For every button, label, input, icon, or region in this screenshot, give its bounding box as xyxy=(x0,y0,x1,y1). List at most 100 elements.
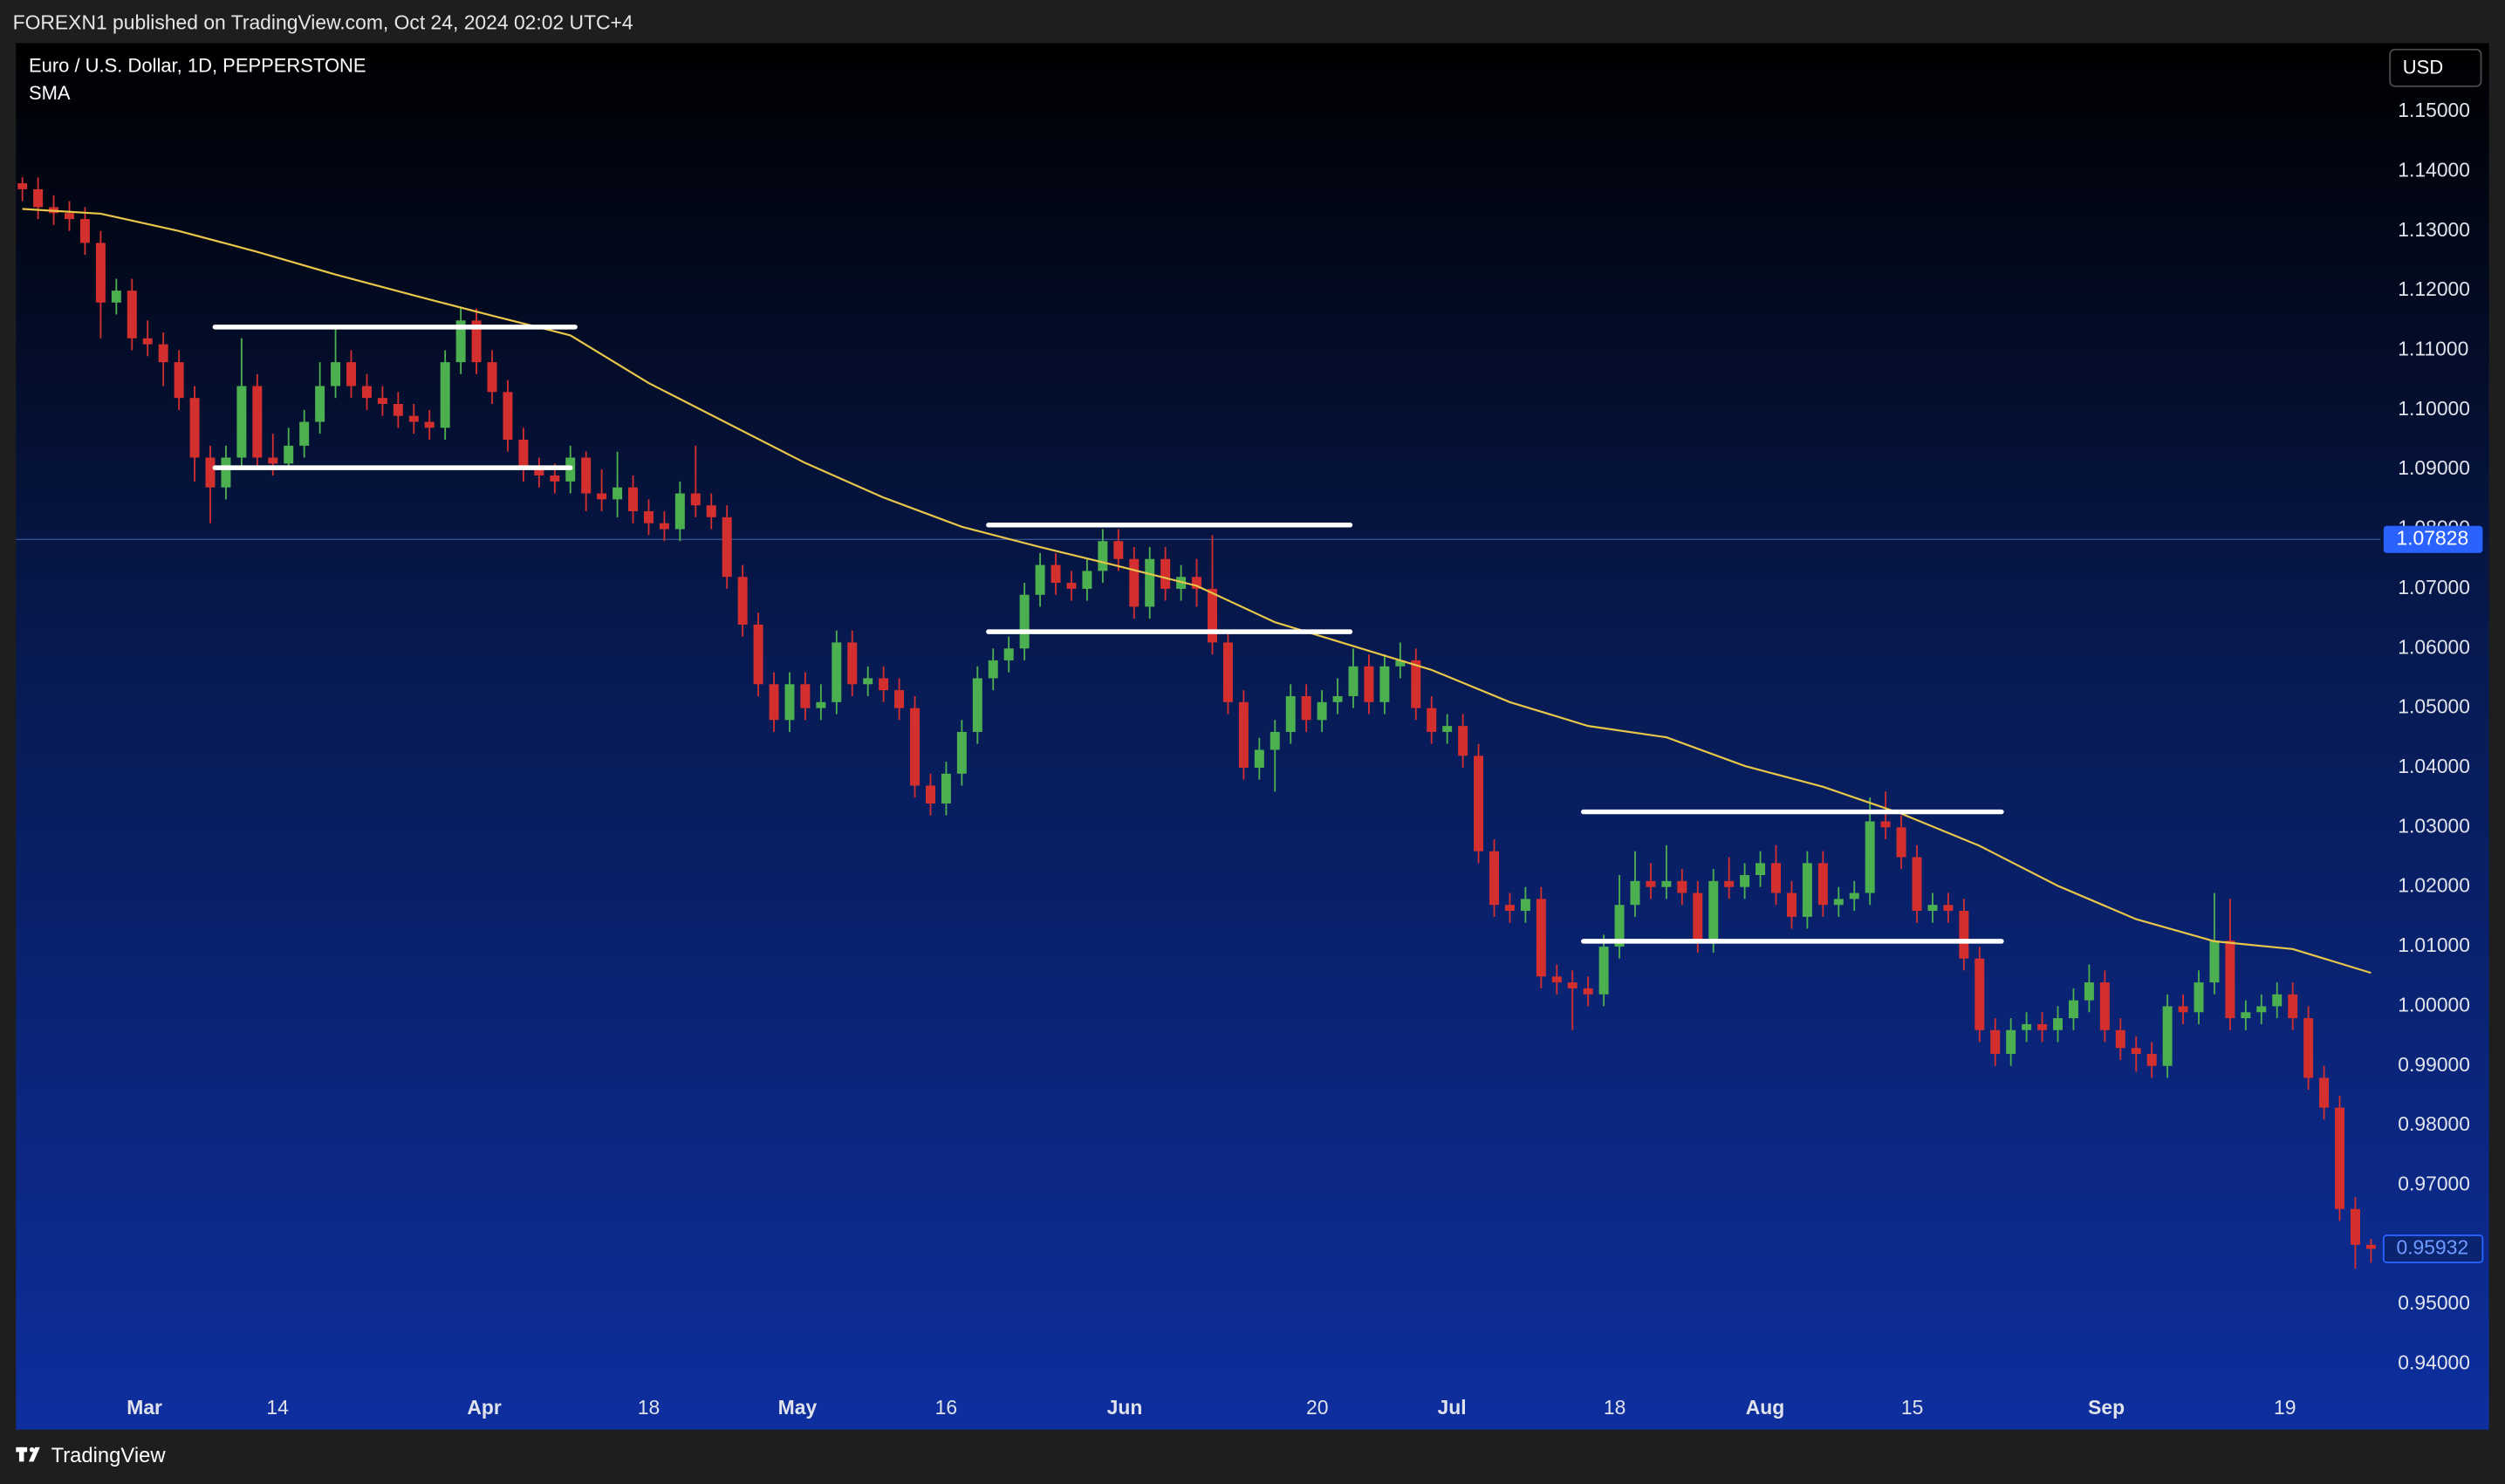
candle-body xyxy=(643,511,654,523)
candle-body xyxy=(1677,880,1687,893)
candle-body xyxy=(2303,1018,2314,1078)
candle-body xyxy=(1771,863,1781,893)
candle-body xyxy=(894,690,905,708)
candle-body xyxy=(299,421,310,446)
candle-body xyxy=(1849,892,1859,899)
y-tick-label: 1.01000 xyxy=(2398,933,2470,956)
candle-body xyxy=(1160,558,1171,589)
candle-body xyxy=(503,392,513,441)
plot-background xyxy=(16,43,2489,1430)
candle-body xyxy=(2146,1054,2157,1066)
candle-body xyxy=(1019,594,1030,649)
candle-body xyxy=(1458,726,1468,756)
candle-body xyxy=(659,523,669,530)
y-tick-label: 1.14000 xyxy=(2398,158,2470,181)
candle-body xyxy=(2068,1000,2078,1019)
candle-body xyxy=(1285,695,1296,732)
candle-body xyxy=(1817,863,1828,906)
sma-line xyxy=(22,208,2372,975)
candle-body xyxy=(1724,880,1735,887)
y-tick-label: 1.07000 xyxy=(2398,576,2470,598)
candle-body xyxy=(1880,821,1891,828)
currency-button[interactable] xyxy=(2389,48,2482,87)
x-tick-label: 14 xyxy=(266,1396,289,1419)
x-tick-label: 18 xyxy=(638,1396,660,1419)
last-price-label: 0.95932 xyxy=(2396,1236,2468,1259)
candle-body xyxy=(408,415,419,422)
candle-body xyxy=(1896,827,1906,858)
candle-body xyxy=(722,516,732,578)
candle-body xyxy=(236,386,247,458)
candle-body xyxy=(1959,911,1969,959)
candle-body xyxy=(1740,875,1750,887)
y-tick-label: 1.03000 xyxy=(2398,814,2470,837)
candle-body xyxy=(613,487,623,500)
plot: 1.15000 1.14000 1.13000 1.12000 1.11000 1.100… xyxy=(16,99,2484,1419)
candle-body xyxy=(2365,1244,2376,1249)
candle-body xyxy=(95,243,106,303)
candle-body xyxy=(315,386,325,422)
candle-body xyxy=(863,678,873,685)
candle-body xyxy=(393,404,403,416)
x-tick-label: 15 xyxy=(1901,1396,1923,1419)
x-tick-label: 16 xyxy=(935,1396,957,1419)
candle-body xyxy=(1536,899,1546,977)
y-tick-label: 1.09000 xyxy=(2398,456,2470,479)
x-tick-label: Jun xyxy=(1107,1396,1143,1419)
candle-body xyxy=(1786,892,1797,917)
candle-body xyxy=(832,642,842,702)
candle-body xyxy=(1975,958,1985,1030)
candle-body xyxy=(2256,1006,2267,1013)
candle-body xyxy=(753,624,763,685)
x-tick-label: Mar xyxy=(127,1396,162,1419)
candle-body xyxy=(518,440,529,470)
candle-body xyxy=(33,188,44,208)
candle-body xyxy=(2350,1208,2360,1245)
logo xyxy=(16,1446,40,1462)
x-tick-label: Apr xyxy=(467,1396,501,1419)
candle-body xyxy=(2037,1023,2048,1030)
chart-title: Euro / U.S. Dollar, 1D, PEPPERSTONE xyxy=(29,55,366,77)
footer-brand: TradingView xyxy=(51,1444,167,1467)
candle-body xyxy=(252,386,263,458)
candle-body xyxy=(1756,863,1766,876)
candle-body xyxy=(690,493,701,506)
y-tick-label: 1.13000 xyxy=(2398,218,2470,241)
candle-body xyxy=(17,183,28,189)
candle-body xyxy=(1301,695,1311,721)
candle-body xyxy=(1708,880,1719,941)
candle-body xyxy=(847,642,858,685)
x-tick-label: Jul xyxy=(1438,1396,1467,1419)
candle-body xyxy=(487,362,497,393)
candle-body xyxy=(111,291,121,303)
candle-body xyxy=(361,386,372,399)
y-tick-label: 0.97000 xyxy=(2398,1173,2470,1195)
candle-body xyxy=(284,445,294,464)
y-tick-label: 1.04000 xyxy=(2398,755,2470,777)
candle-body xyxy=(1551,976,1562,983)
y-tick-label: 1.02000 xyxy=(2398,874,2470,897)
y-tick-label: 1.11000 xyxy=(2398,338,2468,360)
candle-body xyxy=(1270,731,1280,750)
candle-body xyxy=(2162,1006,2173,1066)
candle-body xyxy=(1035,564,1045,595)
candle-body xyxy=(1411,660,1421,708)
x-tick-label: 18 xyxy=(1604,1396,1626,1419)
x-tick-label: Aug xyxy=(1746,1396,1784,1419)
candle-body xyxy=(597,493,607,500)
candle-body xyxy=(1583,988,1593,995)
candle-body xyxy=(2194,982,2204,1013)
candle-body xyxy=(1646,880,1656,887)
y-tick-label: 1.05000 xyxy=(2398,695,2470,718)
candle-body xyxy=(1598,947,1609,995)
y-tick-label: 1.15000 xyxy=(2398,99,2470,121)
candle-body xyxy=(1145,558,1155,607)
candle-body xyxy=(2022,1023,2032,1030)
candle-body xyxy=(2131,1048,2141,1055)
candle-body xyxy=(346,362,357,386)
candle-body xyxy=(2084,982,2094,1001)
candle-body xyxy=(674,493,685,530)
candle-body xyxy=(1207,588,1217,643)
candle-body xyxy=(769,684,779,721)
candle-body xyxy=(79,219,90,243)
